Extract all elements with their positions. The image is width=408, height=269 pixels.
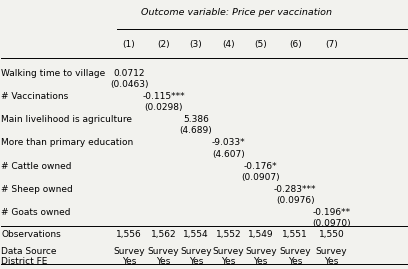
Text: (0.0970): (0.0970): [313, 219, 351, 228]
Text: (0.0298): (0.0298): [144, 103, 183, 112]
Text: # Cattle owned: # Cattle owned: [1, 162, 72, 171]
Text: Survey: Survey: [279, 247, 311, 256]
Text: Yes: Yes: [189, 257, 203, 266]
Text: (7): (7): [325, 40, 338, 49]
Text: Yes: Yes: [288, 257, 302, 266]
Text: Yes: Yes: [221, 257, 235, 266]
Text: 5.386: 5.386: [183, 115, 209, 124]
Text: Main livelihood is agriculture: Main livelihood is agriculture: [1, 115, 132, 124]
Text: Survey: Survey: [316, 247, 348, 256]
Text: (4.689): (4.689): [180, 126, 212, 136]
Text: (0.0976): (0.0976): [276, 196, 315, 205]
Text: (5): (5): [254, 40, 267, 49]
Text: -0.176*: -0.176*: [244, 162, 277, 171]
Text: # Vaccinations: # Vaccinations: [1, 92, 69, 101]
Text: 0.0712: 0.0712: [113, 69, 145, 78]
Text: Survey: Survey: [180, 247, 212, 256]
Text: Observations: Observations: [1, 230, 61, 239]
Text: -9.033*: -9.033*: [211, 138, 245, 147]
Text: 1,562: 1,562: [151, 230, 176, 239]
Text: Survey: Survey: [245, 247, 277, 256]
Text: (4): (4): [222, 40, 235, 49]
Text: (0.0907): (0.0907): [242, 173, 280, 182]
Text: 1,552: 1,552: [215, 230, 241, 239]
Text: More than primary education: More than primary education: [1, 138, 134, 147]
Text: Outcome variable: Price per vaccination: Outcome variable: Price per vaccination: [141, 8, 332, 17]
Text: Yes: Yes: [253, 257, 268, 266]
Text: 1,550: 1,550: [319, 230, 344, 239]
Text: Yes: Yes: [156, 257, 171, 266]
Text: 1,556: 1,556: [116, 230, 142, 239]
Text: (2): (2): [157, 40, 170, 49]
Text: -0.115***: -0.115***: [142, 92, 185, 101]
Text: # Sheep owned: # Sheep owned: [1, 185, 73, 194]
Text: Yes: Yes: [122, 257, 136, 266]
Text: 1,551: 1,551: [282, 230, 308, 239]
Text: Survey: Survey: [113, 247, 145, 256]
Text: 1,554: 1,554: [183, 230, 209, 239]
Text: (0.0463): (0.0463): [110, 80, 148, 89]
Text: # Goats owned: # Goats owned: [1, 208, 71, 217]
Text: Walking time to village: Walking time to village: [1, 69, 106, 78]
Text: Yes: Yes: [324, 257, 339, 266]
Text: Survey: Survey: [148, 247, 179, 256]
Text: -0.283***: -0.283***: [274, 185, 317, 194]
Text: 1,549: 1,549: [248, 230, 273, 239]
Text: -0.196**: -0.196**: [313, 208, 351, 217]
Text: (3): (3): [190, 40, 202, 49]
Text: Survey: Survey: [213, 247, 244, 256]
Text: District FE: District FE: [1, 257, 48, 266]
Text: Data Source: Data Source: [1, 247, 57, 256]
Text: (6): (6): [289, 40, 302, 49]
Text: (1): (1): [123, 40, 135, 49]
Text: (4.607): (4.607): [212, 150, 245, 159]
